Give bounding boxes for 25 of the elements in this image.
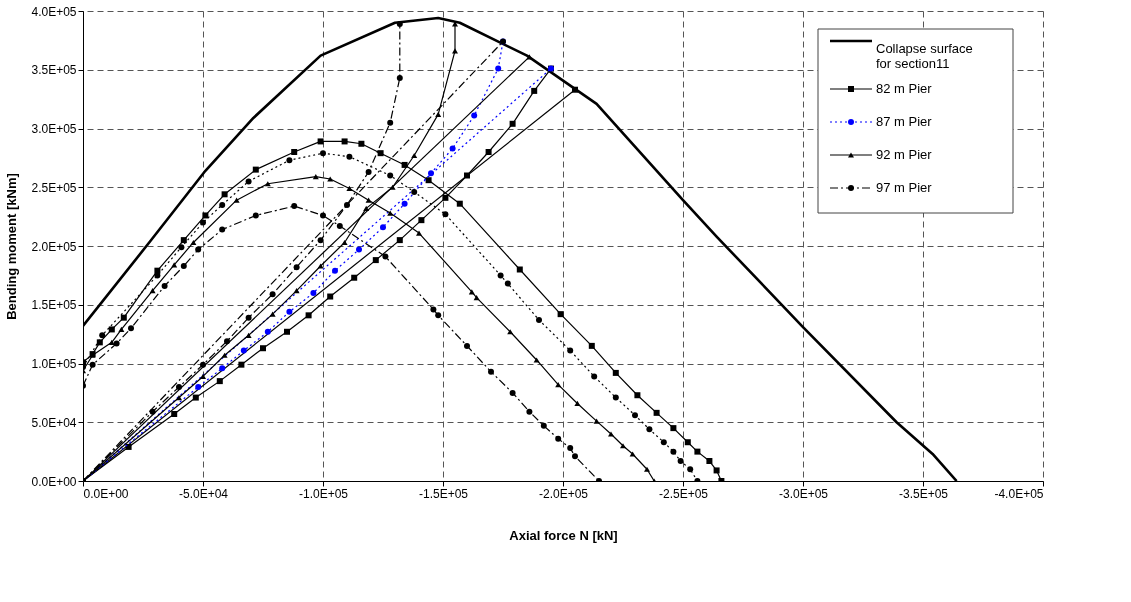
x-tick-label: -2.5E+05 <box>658 486 709 501</box>
legend-label: 97 m Pier <box>876 180 933 195</box>
y-tick-label: 5.0E+04 <box>31 415 77 430</box>
x-tick-label: 0.0E+00 <box>83 486 129 501</box>
x-tick-label: -5.0E+04 <box>178 486 229 501</box>
y-tick-label: 2.0E+05 <box>31 239 77 254</box>
legend-label: Collapse surface for section11 <box>876 40 973 71</box>
legend-label: 87 m Pier <box>876 114 933 129</box>
y-tick-label: 3.0E+05 <box>31 122 77 136</box>
y-tick-label: 2.5E+05 <box>31 180 77 195</box>
y-axis-title: Bending moment [kNm] <box>4 173 20 320</box>
y-tick-label: 0.0E+00 <box>31 474 77 489</box>
x-tick-label: -1.5E+05 <box>418 486 469 501</box>
x-tick-label: -1.0E+05 <box>298 486 349 501</box>
legend-label: 82 m Pier <box>876 81 933 96</box>
x-tick-label: -3.5E+05 <box>898 486 949 501</box>
x-tick-label: -3.0E+05 <box>778 486 829 501</box>
legend-label: 92 m Pier <box>876 147 933 162</box>
y-tick-label: 1.0E+05 <box>31 357 77 371</box>
x-axis-title: Axial force N [kN] <box>509 527 618 543</box>
y-tick-label: 3.5E+05 <box>31 63 77 78</box>
y-tick-label: 4.0E+05 <box>31 4 77 19</box>
y-tick-label: 1.5E+05 <box>31 298 77 313</box>
x-tick-label: -4.0E+05 <box>994 486 1044 501</box>
x-tick-label: -2.0E+05 <box>538 486 589 501</box>
